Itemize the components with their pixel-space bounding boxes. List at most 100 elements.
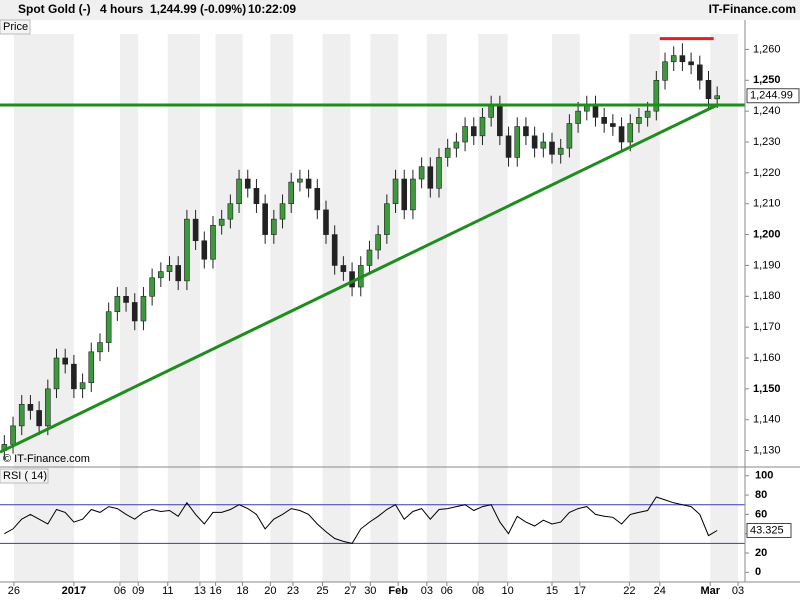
candle-body [670,55,677,63]
candle-body [453,141,460,149]
candle-body [262,203,268,235]
x-tick-label: 26 [8,585,20,597]
candle-body [10,425,16,445]
y-tick-label: 1,170 [753,321,781,333]
y-tick-label: 1,230 [753,136,781,148]
x-tick-label: 13 [194,585,206,597]
y-tick-label: 100 [755,470,773,482]
candle-body [201,240,208,260]
candle-body [488,104,494,118]
y-tick-label: 1,260 [753,43,781,55]
candle-body [123,295,129,303]
y-tick-label: 1,130 [753,444,781,456]
candle-body [436,157,442,189]
day-stripe [13,34,74,582]
y-tick-label: 1,180 [753,290,781,302]
candle-body [166,265,173,272]
candle-body [131,302,138,322]
interval: 4 hours [100,2,144,16]
y-tick-label: 0 [755,566,761,578]
candle-body [45,388,51,427]
candle-body [279,203,286,220]
candle-body [636,117,642,124]
last-price-box [746,88,800,104]
y-tick-label: 1,140 [753,414,781,426]
y-tick-label: 1,200 [753,228,781,240]
day-stripe [270,34,293,582]
candle-body [653,79,660,112]
x-tick-label: 06 [114,585,126,597]
candle-body [18,403,25,427]
candle-body [688,61,694,66]
x-tick-label: 27 [344,585,356,597]
x-tick-label: 03 [732,585,744,597]
x-tick-label: 24 [654,585,666,597]
candle-body [105,311,112,343]
day-stripe [370,34,399,582]
candle-body [618,126,625,143]
trend-line [0,103,718,454]
candle-body [175,265,182,282]
y-tick-label: 1,160 [753,352,781,364]
day-stripe [215,34,243,582]
candle-body [523,126,529,137]
rsi-label-box [0,468,49,484]
candle-body [114,295,121,313]
candle-body [244,178,251,189]
candle-body [714,95,720,100]
y-tick-label: 60 [755,508,767,520]
candle-body [384,203,390,235]
candle-body [696,64,703,81]
x-tick-label: 03 [421,585,433,597]
candle-body [627,123,634,143]
candle-body [418,166,425,180]
candle-body [184,218,190,282]
x-tick-label: 30 [364,585,376,597]
candle-body [288,181,295,205]
x-tick-label: 2017 [62,585,86,597]
candle-body [401,178,408,211]
candle-body [610,123,616,127]
y-tick-label: 1,250 [753,74,781,86]
x-tick-label: 17 [574,585,586,597]
candle-body [505,135,512,158]
candle-body [375,234,381,251]
x-tick-label: Feb [388,585,408,597]
x-tick-label: 10 [502,585,514,597]
candle-body [236,178,242,205]
candle-body [227,203,234,220]
candle-body [36,410,42,427]
day-stripe [710,34,739,582]
y-tick-label: 20 [755,547,767,559]
y-tick-label: 1,210 [753,198,781,210]
candle-body [444,147,451,158]
candle-body [392,178,399,205]
candle-body [62,357,68,365]
candle-body [314,187,321,211]
candle-body [88,351,95,383]
candle-body [331,234,338,266]
candle-body [497,104,503,137]
day-stripe [322,34,351,582]
site: IT-Finance.com [709,2,796,16]
y-tick-label: 1,220 [753,167,781,179]
y-tick-label: 1,190 [753,259,781,271]
x-tick-label: 11 [162,585,173,597]
pane-label-box [0,19,31,35]
x-tick-label: 06 [441,585,453,597]
candle-body [218,218,225,226]
day-stripe [629,34,660,582]
candle-body [549,141,555,155]
candle-body [253,187,260,205]
copyright: © IT-Finance.com [3,453,90,465]
candle-body [575,110,581,124]
rsi-value-box [746,522,792,538]
candle-body [540,141,547,149]
x-tick-label: 20 [264,585,276,597]
candle-body [27,403,34,411]
candle-body [470,126,477,137]
rsi-value-label: 43.325 [750,524,784,536]
x-tick-label: 15 [546,585,558,597]
day-stripe [552,34,580,582]
